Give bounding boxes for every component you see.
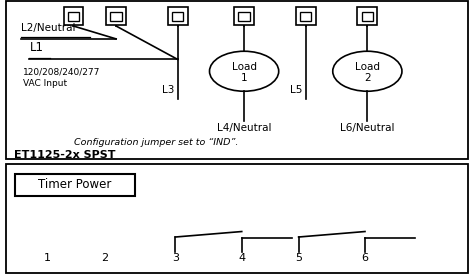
Bar <box>296 7 316 25</box>
Bar <box>15 174 135 196</box>
Text: 4: 4 <box>238 253 246 262</box>
Bar <box>6 164 468 273</box>
Text: Load: Load <box>355 62 380 72</box>
Circle shape <box>333 51 402 91</box>
Text: Load: Load <box>232 62 256 72</box>
Text: ET1125-2x SPST: ET1125-2x SPST <box>14 150 116 160</box>
Text: Timer Power: Timer Power <box>38 178 112 192</box>
Text: L1: L1 <box>29 41 44 54</box>
Text: 1: 1 <box>241 73 247 83</box>
Bar <box>172 12 183 21</box>
Bar <box>64 7 83 25</box>
Text: 5: 5 <box>295 253 302 262</box>
Bar <box>300 12 311 21</box>
Bar <box>110 12 122 21</box>
Bar <box>234 7 254 25</box>
Text: L2/Neutral: L2/Neutral <box>21 24 76 33</box>
Text: Configuration jumper set to “IND”.: Configuration jumper set to “IND”. <box>74 138 238 147</box>
Text: 3: 3 <box>172 253 179 262</box>
Bar <box>106 7 126 25</box>
Text: L5: L5 <box>290 85 302 95</box>
Bar <box>68 12 79 21</box>
Bar <box>168 7 188 25</box>
Text: 2: 2 <box>364 73 371 83</box>
Text: 6: 6 <box>362 253 368 262</box>
Text: L4/Neutral: L4/Neutral <box>217 123 271 133</box>
Text: 2: 2 <box>100 253 108 262</box>
Bar <box>362 12 373 21</box>
Bar <box>6 1 468 159</box>
Text: 120/208/240/277
VAC Input: 120/208/240/277 VAC Input <box>23 67 100 88</box>
Text: L3: L3 <box>162 85 174 95</box>
Bar <box>238 12 250 21</box>
Bar <box>357 7 377 25</box>
Text: 1: 1 <box>44 253 51 262</box>
Text: L6/Neutral: L6/Neutral <box>340 123 394 133</box>
Circle shape <box>210 51 279 91</box>
